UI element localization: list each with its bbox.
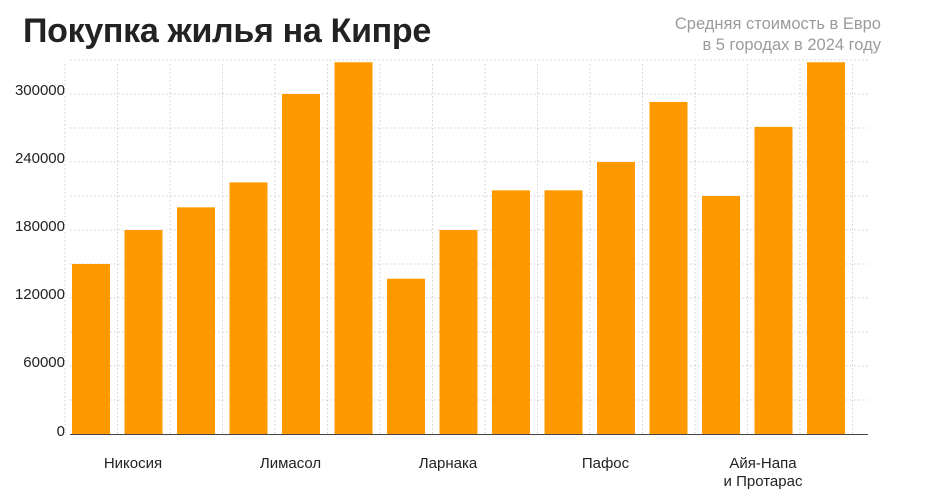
bar — [807, 62, 845, 435]
bar — [177, 207, 215, 434]
bar — [702, 196, 740, 434]
y-tick-label: 300000 — [15, 82, 65, 99]
x-category-label: Пафос — [582, 455, 630, 472]
y-tick-label: 120000 — [15, 286, 65, 303]
bars — [72, 62, 845, 435]
x-category-label: и Протарас — [724, 473, 803, 490]
chart-title: Покупка жилья на Кипре — [23, 12, 431, 50]
bar — [649, 101, 688, 434]
x-category-label: Лимасол — [260, 455, 321, 472]
y-tick-label: 60000 — [23, 354, 65, 371]
bar — [439, 230, 478, 434]
subtitle-line-2: в 5 городах в 2024 году — [702, 36, 881, 54]
chart-subtitle: Средняя стоимость в Евро в 5 городах в 2… — [561, 14, 881, 56]
bar — [124, 230, 163, 434]
bar — [72, 264, 110, 434]
bar — [754, 126, 793, 434]
bar — [387, 278, 425, 434]
x-category-label: Ларнака — [419, 455, 478, 472]
bar — [282, 94, 320, 434]
bar — [334, 62, 373, 435]
bar — [229, 182, 268, 434]
bar — [544, 190, 583, 434]
bar — [492, 190, 530, 434]
y-tick-label: 0 — [57, 423, 65, 440]
y-tick-labels: 0 60000 120000 180000 240000 300000 — [15, 82, 65, 440]
y-tick-label: 240000 — [15, 150, 65, 167]
x-category-label: Никосия — [104, 455, 162, 472]
y-tick-label: 180000 — [15, 218, 65, 235]
bar — [597, 162, 635, 434]
subtitle-line-1: Средняя стоимость в Евро — [674, 15, 881, 33]
x-category-label: Айя-Напа — [729, 455, 797, 472]
